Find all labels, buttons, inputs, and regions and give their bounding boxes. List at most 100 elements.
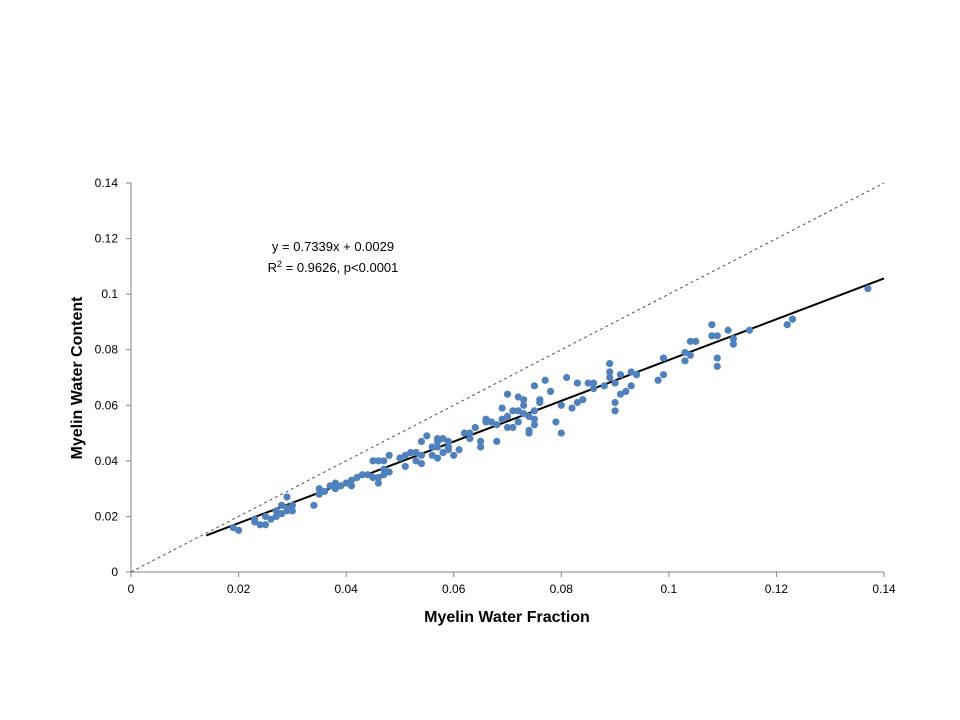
r-squared-symbol: R (268, 260, 277, 275)
data-point (256, 521, 264, 529)
data-point (708, 332, 716, 340)
data-point (713, 354, 721, 362)
data-point (514, 418, 522, 426)
data-point (503, 423, 512, 432)
y-tick-label: 0.06 (95, 398, 119, 412)
data-point (589, 379, 598, 387)
data-points (229, 284, 872, 534)
data-point (557, 401, 565, 409)
data-point (471, 423, 479, 432)
x-tick-label: 0.1 (661, 582, 678, 596)
y-tick-label: 0.04 (95, 454, 119, 468)
y-tick-label: 0.12 (95, 232, 119, 246)
data-point (659, 354, 668, 362)
data-point (627, 382, 635, 390)
data-point (428, 451, 436, 459)
data-point (412, 457, 420, 465)
data-point (632, 371, 641, 379)
data-point (724, 326, 732, 334)
data-point (477, 437, 485, 446)
data-point (347, 482, 356, 490)
data-point (385, 451, 393, 459)
data-point (525, 429, 533, 437)
data-point (439, 448, 447, 457)
data-point (331, 485, 339, 493)
data-point (536, 398, 544, 407)
data-point (686, 337, 694, 345)
data-point (278, 510, 286, 518)
data-point (455, 446, 463, 454)
data-point (444, 437, 452, 446)
data-point (466, 435, 474, 443)
data-point (477, 443, 485, 451)
data-point (364, 471, 372, 479)
data-point (627, 368, 635, 376)
data-point (272, 507, 280, 515)
r-squared-value: = 0.9626, p<0.0001 (282, 260, 398, 275)
data-point (692, 337, 700, 345)
data-point (498, 415, 506, 423)
data-point (326, 482, 334, 490)
data-point (525, 412, 533, 420)
data-point (417, 437, 426, 446)
data-point (412, 448, 420, 457)
data-point (616, 390, 625, 398)
data-point (283, 493, 291, 501)
data-point (331, 479, 339, 487)
data-point (310, 501, 318, 509)
data-point (713, 332, 721, 340)
r-squared-superscript: 2 (277, 259, 282, 269)
data-point (321, 487, 329, 496)
data-point (466, 429, 474, 437)
x-tick-label: 0.12 (765, 582, 789, 596)
data-point (374, 473, 383, 482)
data-point (251, 515, 259, 523)
data-point (353, 473, 361, 482)
data-point (708, 321, 716, 329)
data-point (487, 418, 495, 426)
data-point (520, 396, 528, 404)
data-point (783, 321, 791, 329)
data-point (267, 515, 275, 523)
regression-annotation: y = 0.7339x + 0.0029 R2 = 0.9626, p<0.00… (268, 239, 399, 275)
data-point (288, 507, 296, 515)
y-tick-label: 0.1 (101, 287, 118, 301)
x-tick-label: 0.06 (442, 582, 466, 596)
data-point (509, 423, 517, 432)
data-point (369, 473, 377, 482)
data-point (541, 376, 549, 384)
y-tick-label: 0.02 (95, 509, 119, 523)
data-point (681, 348, 689, 357)
data-point (283, 507, 291, 515)
data-point (503, 412, 512, 420)
data-point (520, 410, 528, 418)
data-point (498, 404, 506, 412)
data-point (407, 448, 415, 457)
data-point (380, 457, 388, 465)
data-point (369, 457, 377, 465)
data-point (374, 457, 383, 465)
data-point (514, 407, 522, 415)
y-tick-label: 0 (111, 565, 118, 579)
y-tick-label: 0.14 (95, 176, 119, 190)
data-point (229, 523, 237, 532)
data-point (530, 415, 538, 423)
data-point (482, 418, 490, 426)
r-squared-label: R2 = 0.9626, p<0.0001 (268, 259, 399, 275)
data-point (552, 418, 560, 426)
y-axis-title: Myelin Water Content (69, 296, 86, 460)
data-point (520, 401, 528, 409)
data-point (450, 451, 458, 459)
data-point (530, 382, 538, 390)
data-point (600, 382, 608, 390)
data-point (514, 393, 522, 401)
data-point (342, 479, 350, 487)
data-point (337, 482, 345, 490)
data-point (433, 443, 442, 451)
regression-equation: y = 0.7339x + 0.0029 (272, 239, 394, 254)
data-point (385, 468, 393, 476)
data-point (659, 371, 668, 379)
data-point (788, 315, 797, 323)
data-point (417, 460, 426, 468)
